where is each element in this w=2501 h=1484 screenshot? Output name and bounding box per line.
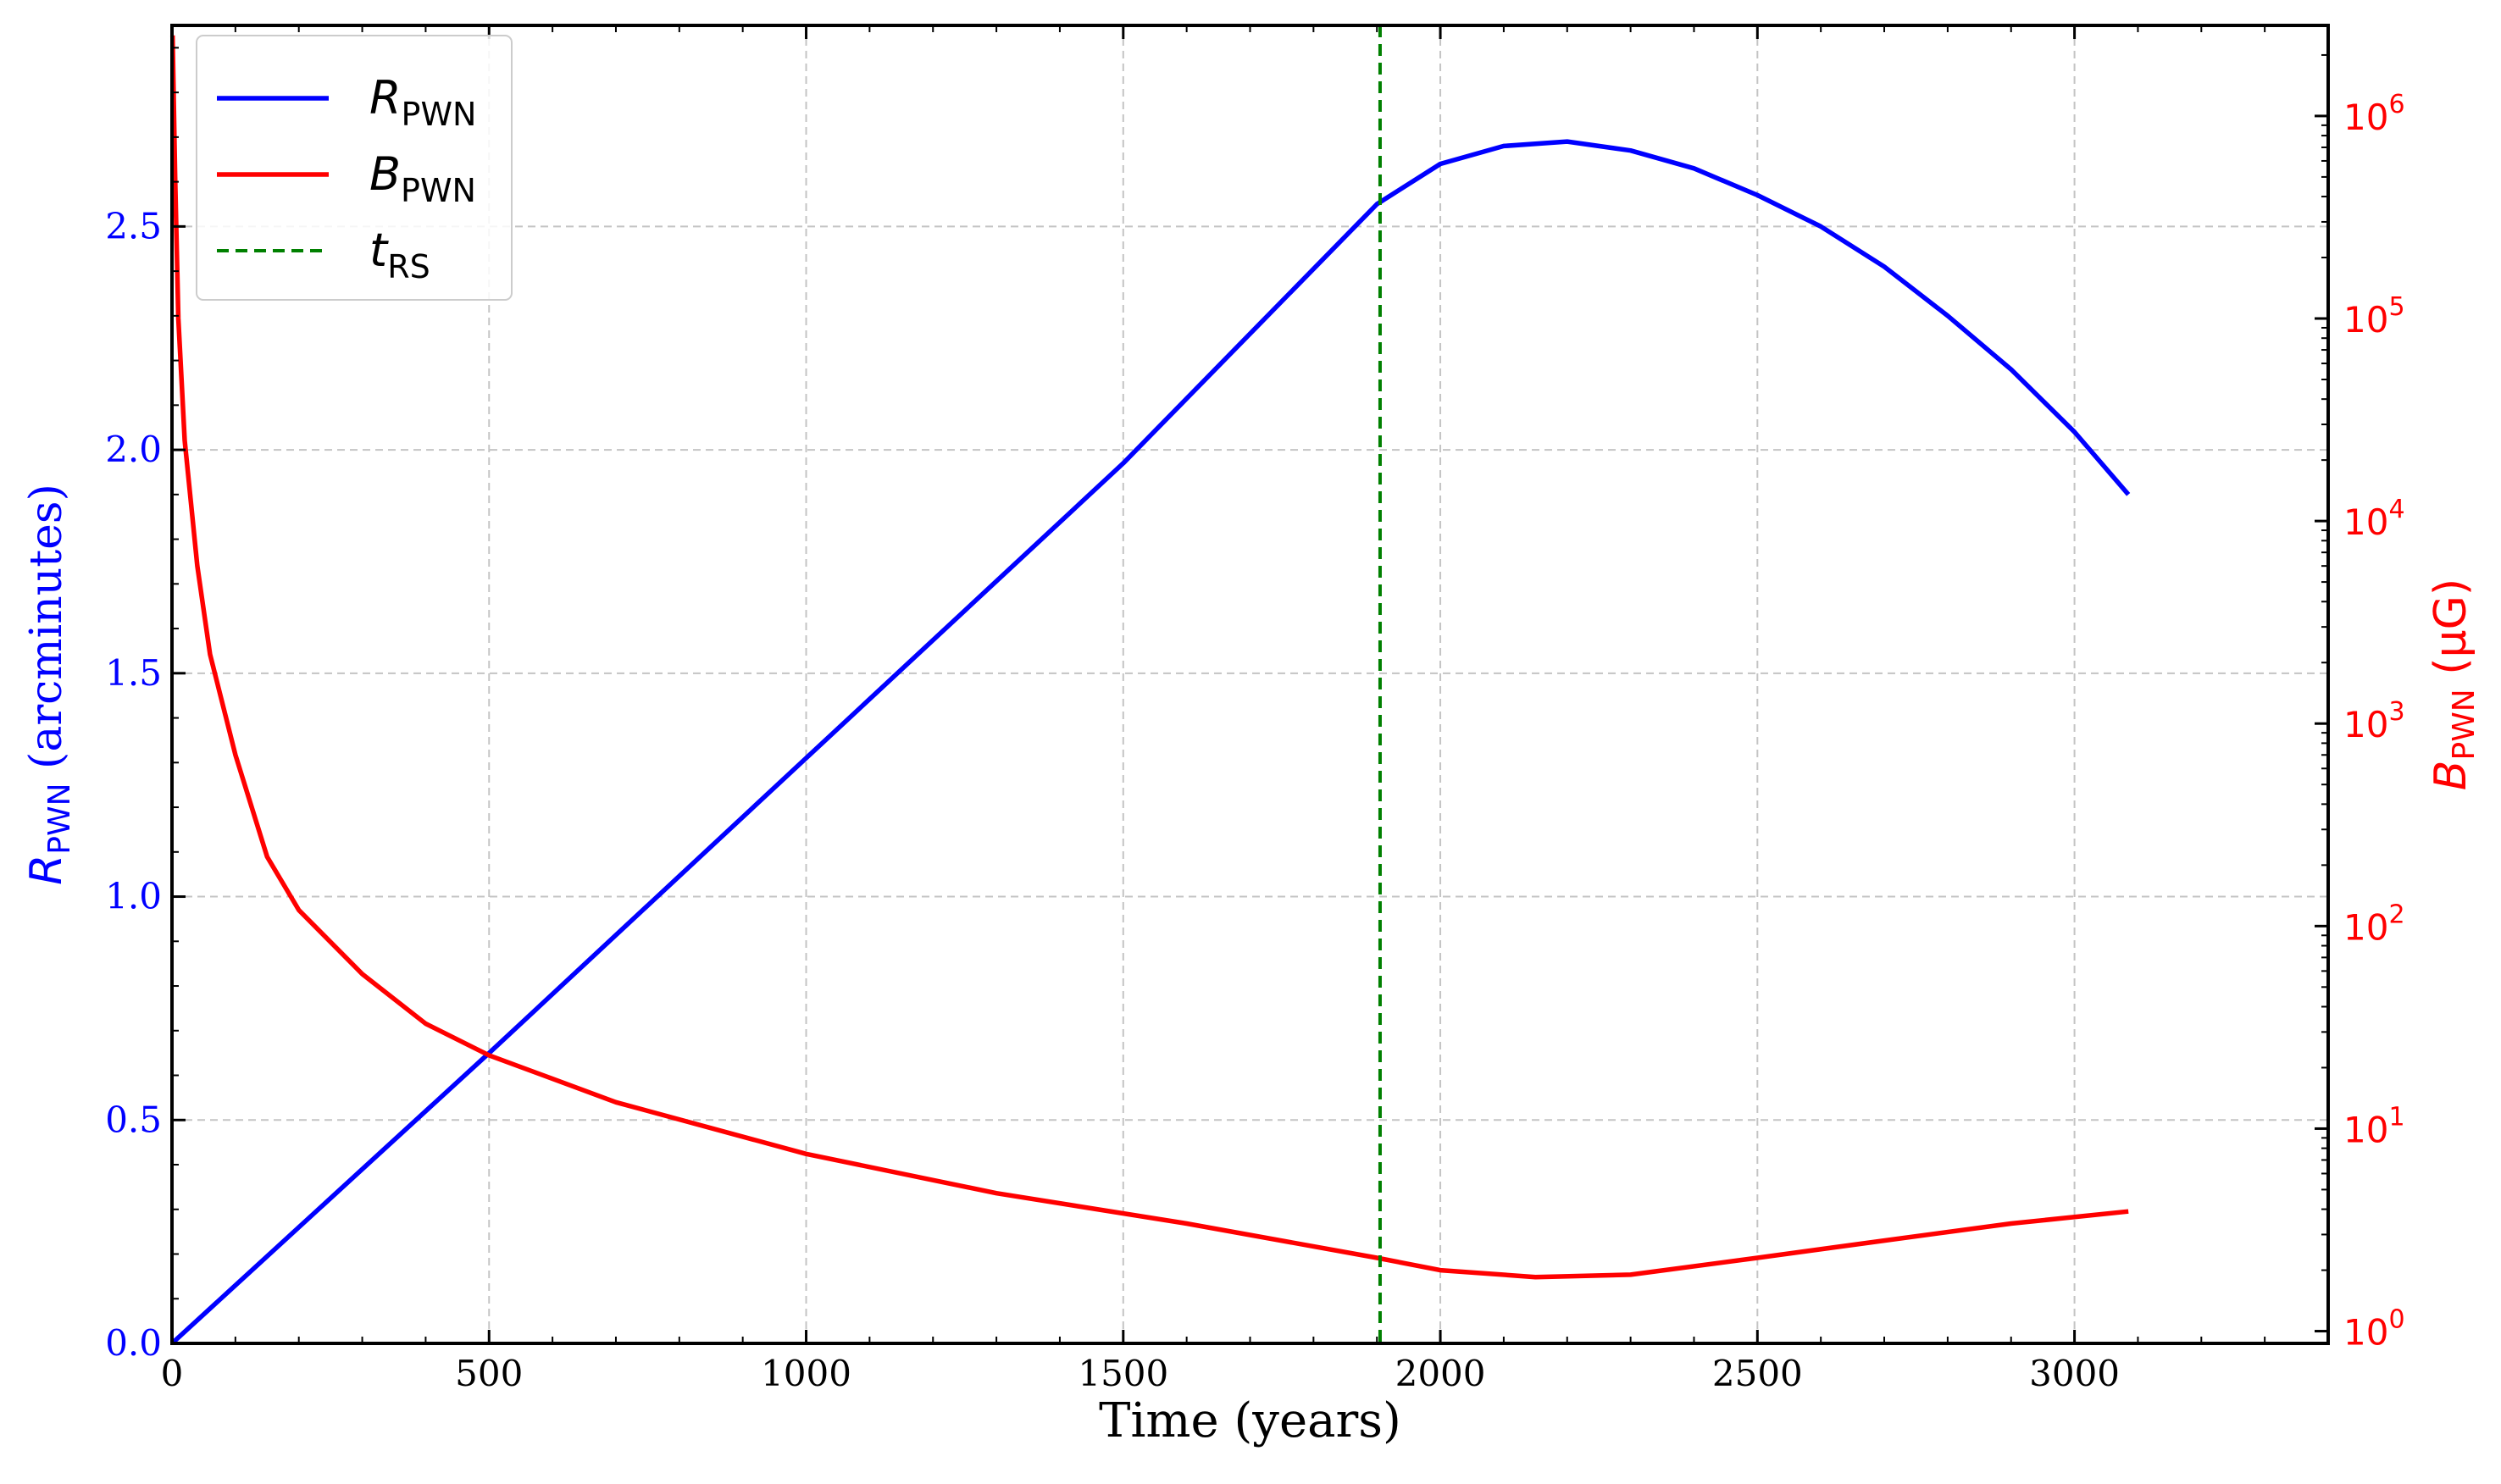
legend: RPWN BPWN tRS bbox=[196, 35, 513, 301]
y-left-tick-label: 1.0 bbox=[105, 876, 162, 917]
y-right-tick-label: 103 bbox=[2343, 697, 2405, 745]
y-left-tick-label: 0.5 bbox=[105, 1099, 162, 1140]
legend-label: BPWN bbox=[369, 147, 476, 209]
y-right-tick-label: 101 bbox=[2343, 1102, 2405, 1150]
y-left-tick-label: 2.0 bbox=[105, 429, 162, 470]
x-tick-label: 1000 bbox=[761, 1353, 851, 1394]
legend-box bbox=[196, 35, 513, 301]
series-BPWN-line bbox=[169, 35, 2129, 1280]
x-tick-label: 0 bbox=[161, 1353, 184, 1394]
x-tick-label: 500 bbox=[455, 1353, 523, 1394]
legend-label: RPWN bbox=[369, 71, 476, 133]
y-right-tick-label: 106 bbox=[2343, 90, 2405, 138]
y-left-tick-label: 1.5 bbox=[105, 652, 162, 694]
x-axis-label: Time (years) bbox=[1099, 1393, 1401, 1448]
y-right-tick-label: 100 bbox=[2343, 1305, 2405, 1354]
y-left-tick-label: 2.5 bbox=[105, 205, 162, 246]
x-tick-label: 2000 bbox=[1395, 1353, 1486, 1394]
axis-labels: 0 500 1000 1500 2000 2500 3000 0.0 0.5 1.0 1.5 2.0 2… bbox=[21, 90, 2482, 1448]
x-tick-label: 1500 bbox=[1078, 1353, 1168, 1394]
y-right-axis-label: BPWN (μG) bbox=[2426, 579, 2482, 790]
axis-ticks bbox=[170, 25, 2328, 1345]
x-tick-label: 3000 bbox=[2029, 1353, 2120, 1394]
series-RPWN-line bbox=[170, 139, 2131, 1346]
y-right-tick-label: 105 bbox=[2343, 292, 2405, 341]
y-left-axis-label: RPWN (arcminutes) bbox=[21, 484, 77, 885]
y-right-tick-label: 102 bbox=[2343, 900, 2405, 948]
y-left-tick-label: 0.0 bbox=[105, 1322, 162, 1364]
legend-label: tRS bbox=[369, 224, 430, 285]
y-right-tick-label: 104 bbox=[2343, 495, 2405, 543]
grid-lines bbox=[172, 25, 2328, 1343]
series-lines bbox=[169, 25, 2131, 1346]
x-tick-label: 2500 bbox=[1712, 1353, 1803, 1394]
